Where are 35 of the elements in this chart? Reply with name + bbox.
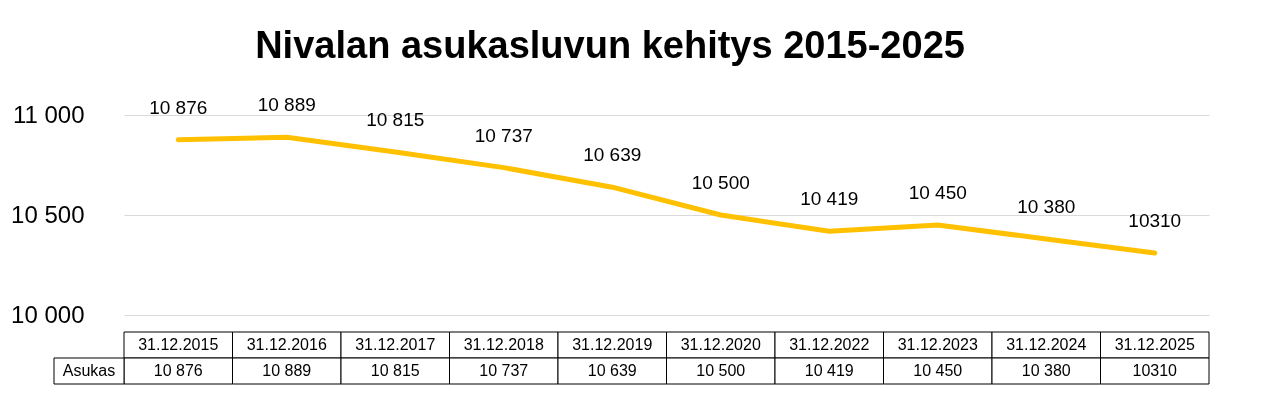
chart-title: Nivalan asukasluvun kehitys 2015-2025 [255, 24, 965, 67]
y-tick-label: 10 000 [11, 300, 85, 328]
text: Asukas [62, 362, 116, 379]
text: 10 500 [691, 172, 750, 193]
text: 10 639 [583, 144, 642, 166]
data-label: 10 815 [370, 362, 420, 379]
x-tick-label: 31.12.2016 [246, 336, 327, 353]
data-label: 10 876 [153, 362, 203, 379]
text: 10 450 [908, 182, 967, 203]
data-label: 10 380 [1021, 362, 1071, 379]
data-label: 10 737 [479, 362, 529, 379]
data-label: 10 639 [587, 362, 637, 379]
text: 10310 [1128, 210, 1182, 231]
x-tick-label: 31.12.2023 [897, 336, 978, 353]
x-tick-label: 31.12.2018 [463, 336, 544, 353]
x-tick-label: 31.12.2019 [572, 336, 653, 353]
y-tick-label: 10 500 [11, 200, 85, 228]
data-label: 10 450 [913, 362, 963, 379]
x-tick-label: 31.12.2024 [1006, 336, 1087, 353]
data-label: 10 500 [696, 362, 746, 379]
x-tick-label: 31.12.2017 [355, 336, 436, 353]
y-tick-label: 11 000 [12, 100, 85, 128]
data-label: 10 419 [804, 362, 854, 379]
x-tick-label: 31.12.2022 [789, 336, 870, 353]
text: 10 876 [149, 96, 208, 118]
text: 10 380 [1017, 196, 1076, 217]
text: 10 815 [366, 109, 425, 130]
data-label: 10310 [1132, 362, 1178, 379]
text: 10 737 [474, 124, 533, 146]
text: 10 419 [800, 188, 859, 210]
text: 10 889 [257, 94, 316, 116]
x-tick-label: 31.12.2015 [138, 336, 219, 353]
x-tick-label: 31.12.2020 [680, 336, 761, 353]
data-label: 10 889 [262, 362, 312, 379]
x-tick-label: 31.12.2025 [1114, 336, 1195, 353]
